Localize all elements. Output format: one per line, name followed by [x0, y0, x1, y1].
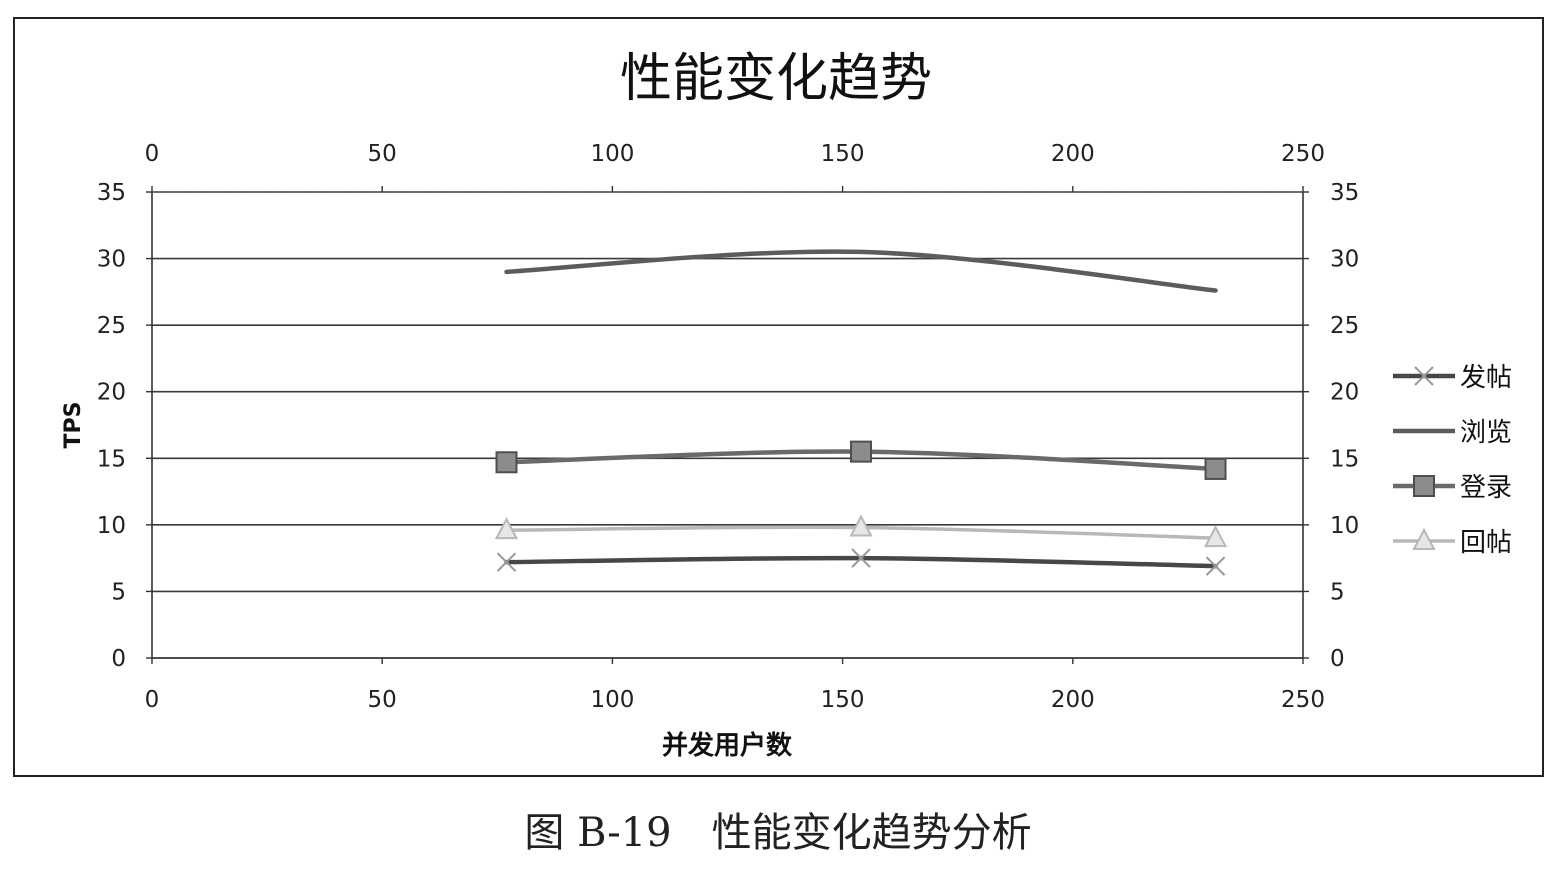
series-1: [496, 548, 1226, 576]
data-point-square-marker: [850, 440, 873, 463]
x-tick-label-top: 200: [1051, 141, 1095, 167]
legend-item: 登录: [1393, 473, 1512, 503]
gridlines: [152, 191, 1303, 659]
data-point-x-marker: [851, 548, 871, 568]
y-tick-label-right: 20: [1330, 380, 1359, 406]
data-point-triangle-marker: [494, 517, 519, 540]
legend-label: 回帖: [1460, 528, 1512, 558]
legend-square-marker: [1413, 475, 1435, 497]
chart-frame: [13, 17, 1544, 777]
series-4: [494, 514, 1228, 548]
series-lines: [494, 249, 1228, 576]
legend-label: 浏览: [1460, 418, 1512, 448]
axes: [146, 186, 1309, 664]
chart-title: 性能变化趋势: [620, 49, 932, 109]
y-tick-label-left: 35: [97, 180, 126, 206]
y-tick-label-left: 15: [97, 446, 126, 472]
y-tick-label-left: 5: [111, 579, 126, 605]
legend-label: 登录: [1460, 473, 1512, 503]
data-point-square-marker: [495, 451, 518, 474]
series-2: [504, 249, 1218, 293]
y-tick-label-left: 10: [97, 513, 126, 539]
y-tick-label-right: 10: [1330, 513, 1359, 539]
data-point-square-marker: [1204, 457, 1227, 480]
y-tick-label-right: 15: [1330, 446, 1359, 472]
data-point-x-marker: [1205, 556, 1226, 576]
series-line: [504, 249, 1218, 293]
x-tick-label-top: 250: [1281, 141, 1325, 167]
x-axis-label: 并发用户数: [662, 730, 793, 761]
x-tick-label-top: 100: [590, 141, 634, 167]
series-3: [495, 440, 1227, 480]
y-tick-label-right: 0: [1330, 646, 1345, 672]
x-tick-label-top: 50: [368, 141, 397, 167]
legend-item: 发帖: [1393, 363, 1512, 393]
y-tick-label-left: 20: [97, 380, 126, 406]
y-tick-label-right: 30: [1330, 247, 1359, 273]
x-tick-label-bottom: 50: [368, 687, 397, 713]
y-tick-label-left: 0: [111, 646, 126, 672]
data-point-triangle-marker: [1203, 525, 1228, 548]
y-tick-label-right: 5: [1330, 579, 1345, 605]
data-point-triangle-marker: [849, 514, 873, 537]
x-tick-label-top: 150: [821, 141, 865, 167]
y-axis-label: TPS: [61, 402, 86, 449]
y-tick-label-right: 35: [1330, 180, 1359, 206]
legend-label: 发帖: [1460, 363, 1512, 393]
y-tick-label-left: 25: [97, 313, 126, 339]
x-tick-label-bottom: 0: [145, 687, 160, 713]
x-tick-label-top: 0: [145, 141, 160, 167]
x-tick-label-bottom: 250: [1281, 687, 1325, 713]
y-tick-label-right: 25: [1330, 313, 1359, 339]
figure-caption: 图 B-19 性能变化趋势分析: [524, 810, 1031, 856]
x-tick-label-bottom: 100: [590, 687, 634, 713]
legend-x-marker: [1414, 366, 1434, 386]
legend-item: 回帖: [1393, 527, 1512, 558]
legend-triangle-marker: [1412, 527, 1436, 550]
legend-item: 浏览: [1393, 418, 1512, 448]
x-tick-label-bottom: 200: [1051, 687, 1095, 713]
x-tick-label-bottom: 150: [821, 687, 865, 713]
data-point-x-marker: [496, 552, 517, 572]
y-tick-label-left: 30: [97, 247, 126, 273]
